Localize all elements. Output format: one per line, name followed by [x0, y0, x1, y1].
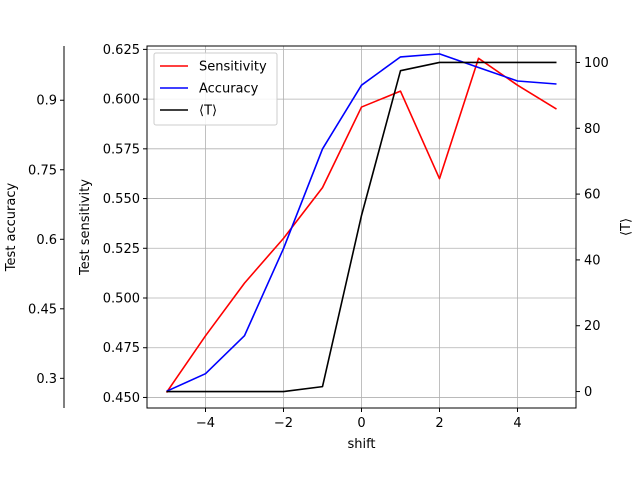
y-axis-label-sensitivity: Test sensitivity [78, 179, 93, 276]
sensitivity-tick-label: 0.500 [103, 292, 140, 307]
axis-ticks: −4 −2 0 2 40.4500.4750.5000.5250.5500.5750.6… [28, 43, 609, 431]
t-tick-label: 80 [584, 122, 601, 137]
y-axis-label-accuracy: Test accuracy [4, 183, 19, 273]
accuracy-tick-label: 0.9 [36, 94, 57, 109]
t-tick-label: 40 [584, 253, 601, 268]
legend-item-sensitivity: Sensitivity [160, 60, 267, 75]
sensitivity-tick-label: 0.550 [103, 192, 140, 207]
sensitivity-tick-label: 0.625 [103, 43, 140, 58]
t-tick-label: 20 [584, 319, 601, 334]
t-tick-label: 0 [584, 385, 592, 400]
y-axis-label-t: ⟨T⟩ [619, 218, 634, 236]
sensitivity-tick-label: 0.600 [103, 93, 140, 108]
legend-box [153, 52, 278, 126]
legend-item-t: ⟨T⟩ [160, 104, 217, 119]
accuracy-tick-label: 0.45 [28, 302, 57, 317]
legend-item-accuracy: Accuracy [160, 82, 259, 97]
t-tick-label: 100 [584, 56, 609, 71]
legend-label: Sensitivity [199, 60, 267, 75]
legend: Sensitivity Accuracy ⟨T⟩ [153, 52, 278, 126]
accuracy-tick-label: 0.3 [36, 372, 57, 387]
series-line-accuracy [166, 53, 557, 393]
t-tick-label: 60 [584, 188, 601, 203]
series-line-sensitivity [165, 57, 557, 393]
x-tick-label: 4 [513, 416, 521, 431]
x-axis-label: shift [347, 437, 375, 452]
x-tick-label: −2 [274, 416, 293, 431]
legend-label: Accuracy [199, 82, 259, 97]
accuracy-tick-label: 0.75 [28, 163, 57, 178]
sensitivity-tick-label: 0.575 [103, 142, 140, 157]
x-tick-label: 0 [357, 416, 365, 431]
x-tick-label: −4 [196, 416, 215, 431]
series-line-t [166, 61, 557, 393]
accuracy-tick-label: 0.6 [36, 233, 57, 248]
series-lines [165, 53, 557, 393]
sensitivity-tick-label: 0.475 [103, 341, 140, 356]
sensitivity-tick-label: 0.450 [103, 391, 140, 406]
legend-label: ⟨T⟩ [199, 104, 217, 119]
sensitivity-tick-label: 0.525 [103, 242, 140, 257]
x-tick-label: 2 [435, 416, 443, 431]
